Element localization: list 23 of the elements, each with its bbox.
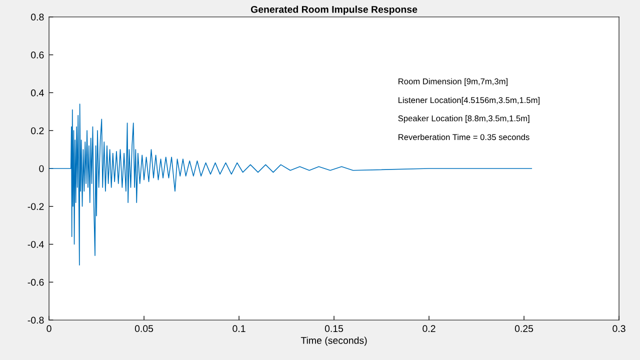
annotation: Speaker Location [8.8m,3.5m,1.5m] (398, 115, 530, 123)
y-tick-label: -0.4 (28, 240, 44, 248)
x-tick-label: 0.25 (514, 325, 534, 332)
x-tick-label: 0.05 (134, 325, 154, 332)
annotation: Listener Location[4.5156m,3.5m,1.5m] (398, 97, 540, 105)
y-tick-label: 0.2 (31, 127, 44, 134)
x-tick-label: 0.15 (324, 325, 344, 332)
y-tick-label: -0.6 (28, 278, 44, 286)
x-tick-label: 0 (46, 325, 52, 332)
x-tick-label: 0.2 (422, 325, 436, 332)
annotation: Room Dimension [9m,7m,3m] (398, 78, 508, 86)
x-tick-label: 0.3 (612, 325, 626, 332)
line-series (49, 104, 532, 266)
annotation: Reverberation Time = 0.35 seconds (398, 134, 530, 140)
x-axis-title: Time (seconds) (300, 336, 367, 346)
y-tick-label: 0.4 (31, 89, 44, 96)
y-tick-label: 0.8 (31, 14, 44, 21)
y-tick-label: 0.6 (31, 52, 44, 58)
y-tick-label: -0.2 (28, 203, 44, 210)
chart-title: Generated Room Impulse Response (250, 6, 418, 15)
x-tick-label: 0.1 (232, 325, 246, 332)
y-tick-label: 0 (39, 165, 44, 172)
y-tick-label: -0.8 (28, 316, 44, 324)
